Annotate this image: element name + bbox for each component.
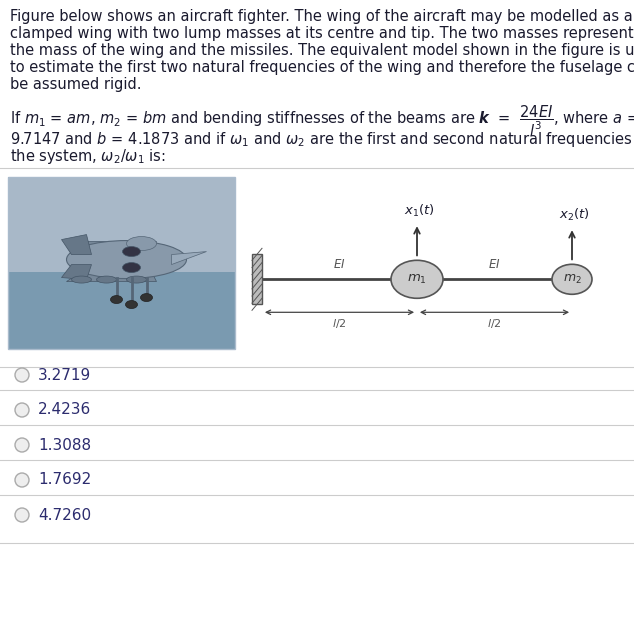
Text: $EI$: $EI$: [488, 258, 501, 271]
Polygon shape: [72, 241, 157, 258]
Text: 2.4236: 2.4236: [38, 403, 91, 417]
Ellipse shape: [72, 276, 91, 283]
Text: $EI$: $EI$: [333, 258, 346, 271]
Text: 1.3088: 1.3088: [38, 438, 91, 453]
Text: $l/2$: $l/2$: [488, 318, 501, 330]
Bar: [8, 272, 235, 349]
Ellipse shape: [15, 473, 29, 487]
Polygon shape: [61, 234, 91, 255]
Text: 4.7260: 4.7260: [38, 507, 91, 523]
Text: $m_2$: $m_2$: [562, 273, 581, 286]
Text: 3.2719: 3.2719: [38, 368, 91, 382]
Text: $x_1(t)$: $x_1(t)$: [404, 203, 434, 219]
Text: If $m_1$ = $am$, $m_2$ = $bm$ and bending stiffnesses of the beams are $\boldsym: If $m_1$ = $am$, $m_2$ = $bm$ and bendin…: [10, 104, 634, 139]
Bar: [8, 177, 235, 349]
Ellipse shape: [127, 237, 157, 251]
Ellipse shape: [141, 293, 153, 302]
Text: clamped wing with two lump masses at its centre and tip. The two masses represen: clamped wing with two lump masses at its…: [10, 26, 633, 41]
Ellipse shape: [15, 508, 29, 522]
Ellipse shape: [552, 264, 592, 294]
Ellipse shape: [122, 262, 141, 272]
Text: $x_2(t)$: $x_2(t)$: [559, 207, 590, 224]
Ellipse shape: [96, 276, 117, 283]
Bar: [8, 177, 235, 272]
Polygon shape: [61, 265, 91, 279]
Ellipse shape: [110, 295, 122, 304]
Text: Figure below shows an aircraft fighter. The wing of the aircraft may be modelled: Figure below shows an aircraft fighter. …: [10, 9, 633, 24]
Ellipse shape: [15, 368, 29, 382]
Ellipse shape: [391, 260, 443, 298]
Ellipse shape: [126, 300, 138, 309]
Text: $l/2$: $l/2$: [332, 318, 347, 330]
Text: the mass of the wing and the missiles. The equivalent model shown in the figure : the mass of the wing and the missiles. T…: [10, 43, 634, 58]
Text: $m_1$: $m_1$: [407, 273, 427, 286]
Text: 9.7147 and $b$ = 4.1873 and if $\omega_1$ and $\omega_2$ are the first and secon: 9.7147 and $b$ = 4.1873 and if $\omega_1…: [10, 130, 634, 149]
Ellipse shape: [15, 438, 29, 452]
Ellipse shape: [122, 246, 141, 257]
Text: be assumed rigid.: be assumed rigid.: [10, 77, 141, 92]
Text: to estimate the first two natural frequencies of the wing and therefore the fuse: to estimate the first two natural freque…: [10, 60, 634, 75]
Text: 1.7692: 1.7692: [38, 472, 91, 488]
Ellipse shape: [67, 241, 186, 279]
Text: the system, $\omega_2$/$\omega_1$ is:: the system, $\omega_2$/$\omega_1$ is:: [10, 147, 165, 166]
Ellipse shape: [15, 403, 29, 417]
Ellipse shape: [127, 276, 146, 283]
Polygon shape: [172, 251, 207, 265]
Bar: [252, 254, 262, 304]
Polygon shape: [67, 262, 157, 281]
